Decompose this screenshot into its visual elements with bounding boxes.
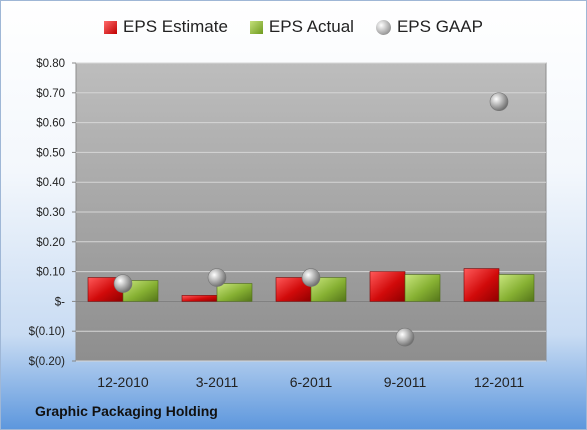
x-tick-label: 9-2011 <box>384 374 427 390</box>
y-tick-label: $(0.20) <box>29 356 66 368</box>
y-tick-label: $0.20 <box>36 237 65 249</box>
legend: EPS Estimate EPS Actual EPS GAAP <box>1 17 586 37</box>
y-tick-label: $0.70 <box>36 88 65 100</box>
x-tick-label: 12-2011 <box>474 374 525 390</box>
bar-actual <box>216 283 253 302</box>
gray-sphere-icon <box>375 19 391 35</box>
x-tick-label: 6-2011 <box>290 374 333 390</box>
point-gaap <box>113 274 133 293</box>
legend-label-actual: EPS Actual <box>268 17 354 36</box>
y-tick-label: $0.60 <box>36 118 65 130</box>
x-tick-label: 3-2011 <box>196 374 239 390</box>
point-gaap <box>207 268 227 287</box>
bar-estimate <box>181 295 218 302</box>
y-tick-label: $- <box>55 296 65 308</box>
y-tick-label: $0.50 <box>36 147 65 159</box>
point-gaap <box>489 92 509 112</box>
legend-label-gaap: EPS GAAP <box>396 17 483 36</box>
point-gaap <box>301 268 321 287</box>
y-tick-label: $0.40 <box>36 177 65 189</box>
legend-item-actual: EPS Actual <box>249 17 354 37</box>
point-gaap <box>395 327 415 347</box>
company-name: Graphic Packaging Holding <box>35 403 218 419</box>
y-tick-label: $0.10 <box>36 267 65 279</box>
y-tick-label: $(0.10) <box>29 326 66 338</box>
bar-actual <box>404 274 441 302</box>
bar-actual <box>498 274 535 302</box>
red-square-icon <box>104 20 118 34</box>
x-tick-label: 12-2010 <box>97 374 149 390</box>
legend-item-estimate: EPS Estimate <box>104 17 228 37</box>
green-square-icon <box>249 20 263 34</box>
y-tick-label: $0.80 <box>36 58 65 70</box>
legend-item-gaap: EPS GAAP <box>375 17 483 37</box>
legend-label-estimate: EPS Estimate <box>123 17 228 36</box>
bar-actual <box>310 277 347 302</box>
bar-estimate <box>369 271 406 302</box>
y-tick-label: $0.30 <box>36 207 65 219</box>
bar-estimate <box>463 268 500 302</box>
